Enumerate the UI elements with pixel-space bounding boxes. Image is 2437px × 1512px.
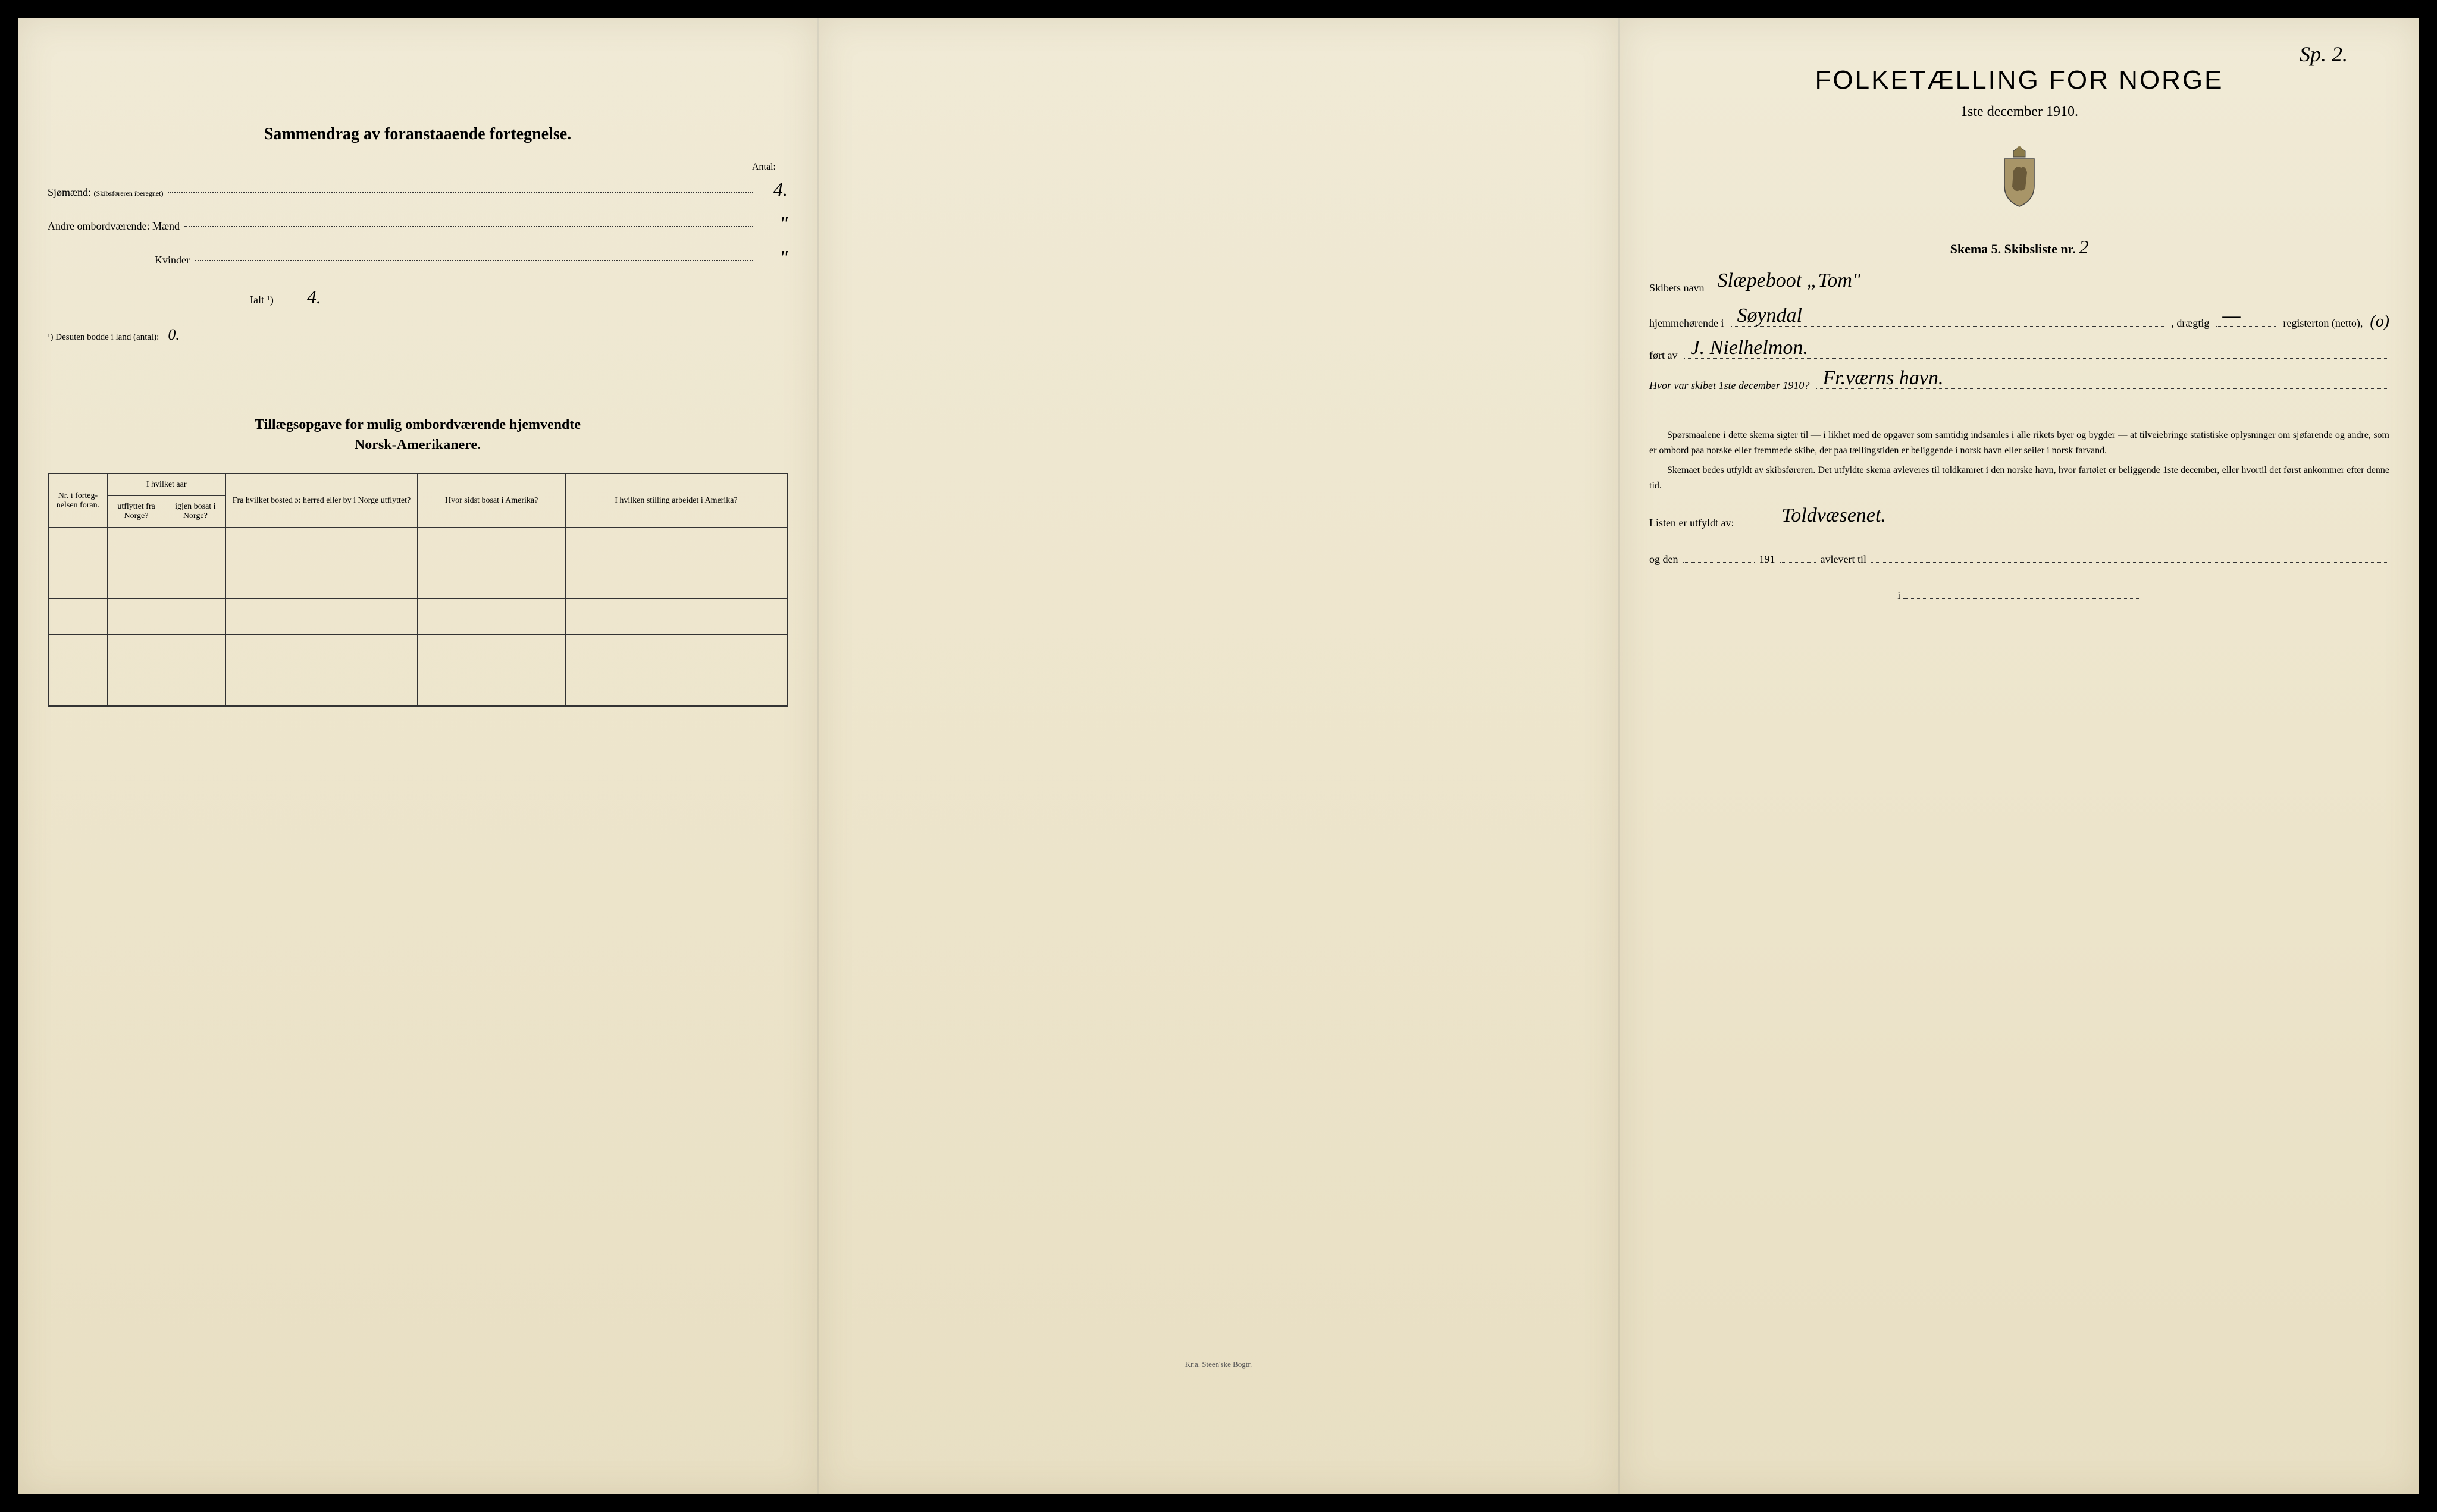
sjomend-label: Sjømænd: (Skibsføreren iberegnet) bbox=[48, 186, 163, 199]
listen-value: Toldvæsenet. bbox=[1781, 504, 1885, 527]
row-andre: Andre ombordværende: Mænd " bbox=[48, 212, 788, 234]
th-bosted: Fra hvilket bosted ɔ: herred eller by i … bbox=[225, 473, 418, 528]
census-title: FOLKETÆLLING FOR NORGE bbox=[1649, 65, 2389, 95]
table-row bbox=[48, 635, 787, 670]
row-date: og den 191 avlevert til bbox=[1649, 553, 2389, 566]
th-sidst: Hvor sidst bosat i Amerika? bbox=[418, 473, 565, 528]
footnote-value: 0. bbox=[168, 326, 180, 344]
coat-of-arms-icon bbox=[1649, 144, 2389, 212]
summary-title: Sammendrag av foranstaaende fortegnelse. bbox=[48, 125, 788, 144]
th-stilling: I hvilken stilling arbeidet i Amerika? bbox=[565, 473, 787, 528]
skema-line: Skema 5. Skibsliste nr. 2 bbox=[1649, 236, 2389, 258]
draegtig-value: — bbox=[2222, 305, 2240, 327]
addendum-table: Nr. i forteg-nelsen foran. I hvilket aar… bbox=[48, 473, 788, 707]
table-row bbox=[48, 563, 787, 599]
th-year-super: I hvilket aar bbox=[107, 473, 225, 496]
fort-value: J. Nielhelmon. bbox=[1690, 337, 1808, 359]
ialt-value: 4. bbox=[292, 286, 321, 308]
row-hvor: Hvor var skibet 1ste december 1910? Fr.v… bbox=[1649, 379, 2389, 392]
row-fort: ført av J. Nielhelmon. bbox=[1649, 349, 2389, 362]
addendum-title: Tillægsopgave for mulig ombordværende hj… bbox=[48, 415, 788, 455]
andre-value: " bbox=[758, 212, 788, 234]
navn-value: Slæpeboot „Tom" bbox=[1718, 269, 1861, 292]
th-nr: Nr. i forteg-nelsen foran. bbox=[48, 473, 107, 528]
row-navn: Skibets navn Slæpeboot „Tom" bbox=[1649, 282, 2389, 294]
footnote: ¹) Desuten bodde i land (antal): 0. bbox=[48, 326, 788, 344]
row-location: i bbox=[1649, 589, 2389, 602]
row-listen: Listen er utfyldt av: Toldvæsenet. bbox=[1649, 517, 2389, 529]
antal-header: Antal: bbox=[48, 162, 788, 172]
row-sjomend: Sjømænd: (Skibsføreren iberegnet) 4. bbox=[48, 178, 788, 200]
table-row bbox=[48, 528, 787, 563]
census-document: Sammendrag av foranstaaende fortegnelse.… bbox=[18, 18, 2419, 1494]
hvor-value: Fr.værns havn. bbox=[1822, 367, 1943, 390]
census-date: 1ste december 1910. bbox=[1649, 104, 2389, 120]
hjemme-value: Søyndal bbox=[1737, 305, 1802, 327]
skema-nr: 2 bbox=[2079, 236, 2088, 258]
topright-mark: Sp. 2. bbox=[2300, 42, 2348, 67]
row-ialt: Ialt ¹) 4. bbox=[48, 286, 788, 308]
addendum-section: Tillægsopgave for mulig ombordværende hj… bbox=[48, 415, 788, 707]
page-left: Sammendrag av foranstaaende fortegnelse.… bbox=[18, 18, 819, 1494]
page-middle: Kr.a. Steen'ske Bogtr. bbox=[819, 18, 1620, 1494]
th-year-right: igjen bosat i Norge? bbox=[165, 496, 225, 528]
row-kvinder: Kvinder " bbox=[48, 246, 788, 268]
sjomend-value: 4. bbox=[758, 178, 788, 200]
registerton-value: (o) bbox=[2370, 312, 2389, 331]
row-hjemme: hjemmehørende i Søyndal , drægtig — regi… bbox=[1649, 312, 2389, 331]
th-year-left: utflyttet fra Norge? bbox=[107, 496, 165, 528]
table-row bbox=[48, 670, 787, 706]
kvinder-value: " bbox=[758, 246, 788, 268]
table-row bbox=[48, 599, 787, 635]
instructions: Spørsmaalene i dette skema sigter til — … bbox=[1649, 428, 2389, 493]
page-right: Sp. 2. FOLKETÆLLING FOR NORGE 1ste decem… bbox=[1620, 18, 2419, 1494]
printer-mark: Kr.a. Steen'ske Bogtr. bbox=[848, 1360, 1589, 1458]
addendum-tbody bbox=[48, 528, 787, 706]
